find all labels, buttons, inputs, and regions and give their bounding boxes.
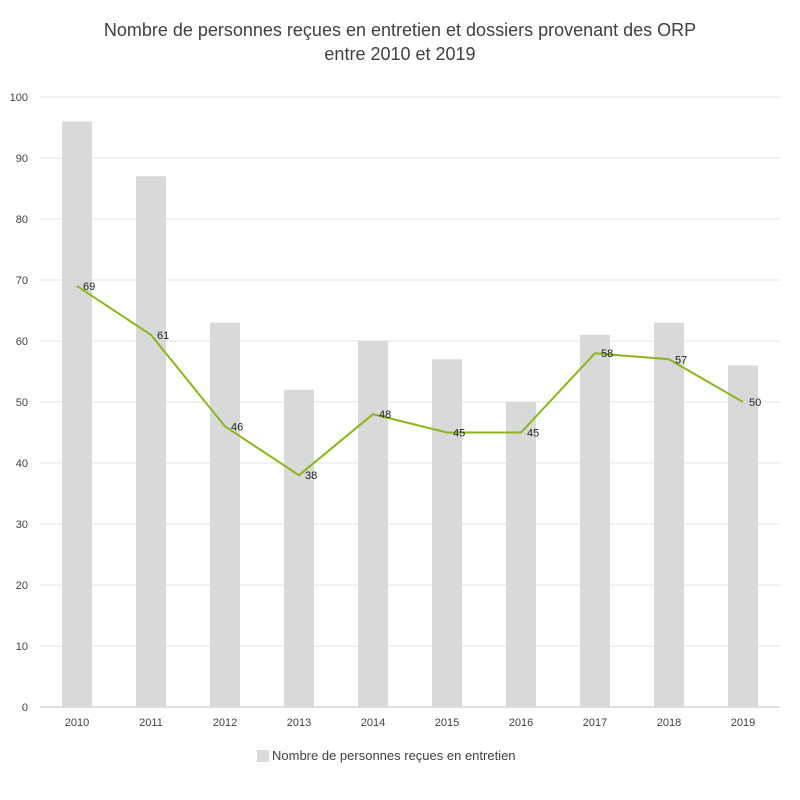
bar	[210, 322, 240, 707]
data-label: 38	[305, 470, 317, 482]
y-tick-label: 50	[16, 397, 28, 409]
x-tick-label: 2018	[657, 717, 681, 729]
y-tick-label: 0	[22, 702, 28, 714]
x-tick-label: 2014	[361, 717, 385, 729]
chart-title-line-2: entre 2010 et 2019	[324, 44, 476, 64]
x-tick-label: 2019	[731, 717, 755, 729]
bar	[432, 359, 462, 707]
y-tick-label: 100	[10, 92, 28, 104]
chart-title: Nombre de personnes reçues en entretien …	[0, 18, 800, 66]
bar	[654, 322, 684, 707]
bar	[62, 121, 92, 707]
legend-swatch	[257, 750, 269, 762]
data-label: 61	[157, 330, 169, 342]
data-label: 48	[379, 409, 391, 421]
bar	[358, 341, 388, 707]
data-label: 57	[675, 354, 687, 366]
series-line	[76, 285, 744, 477]
data-label: 50	[749, 397, 761, 409]
data-label: 45	[453, 428, 465, 440]
bar	[136, 176, 166, 708]
x-tick-label: 2010	[65, 717, 89, 729]
data-label: 69	[83, 281, 95, 293]
bar	[580, 334, 610, 707]
data-label: 46	[231, 421, 243, 433]
y-tick-label: 10	[16, 641, 28, 653]
x-tick-label: 2017	[583, 717, 607, 729]
bar	[284, 389, 314, 707]
bar	[506, 402, 536, 707]
y-tick-label: 20	[16, 580, 28, 592]
legend-label: Nombre de personnes reçues en entretien	[272, 748, 516, 763]
x-tick-label: 2016	[509, 717, 533, 729]
x-tick-label: 2013	[287, 717, 311, 729]
y-tick-label: 70	[16, 275, 28, 287]
y-tick-label: 60	[16, 336, 28, 348]
x-tick-label: 2011	[139, 717, 163, 729]
y-tick-label: 90	[16, 153, 28, 165]
x-tick-label: 2012	[213, 717, 237, 729]
data-label: 58	[601, 348, 613, 360]
y-tick-label: 30	[16, 519, 28, 531]
x-tick-label: 2015	[435, 717, 459, 729]
data-label: 45	[527, 428, 539, 440]
y-tick-label: 40	[16, 458, 28, 470]
chart-title-line-1: Nombre de personnes reçues en entretien …	[103, 20, 697, 40]
y-tick-label: 80	[16, 214, 28, 226]
bar	[728, 365, 758, 707]
